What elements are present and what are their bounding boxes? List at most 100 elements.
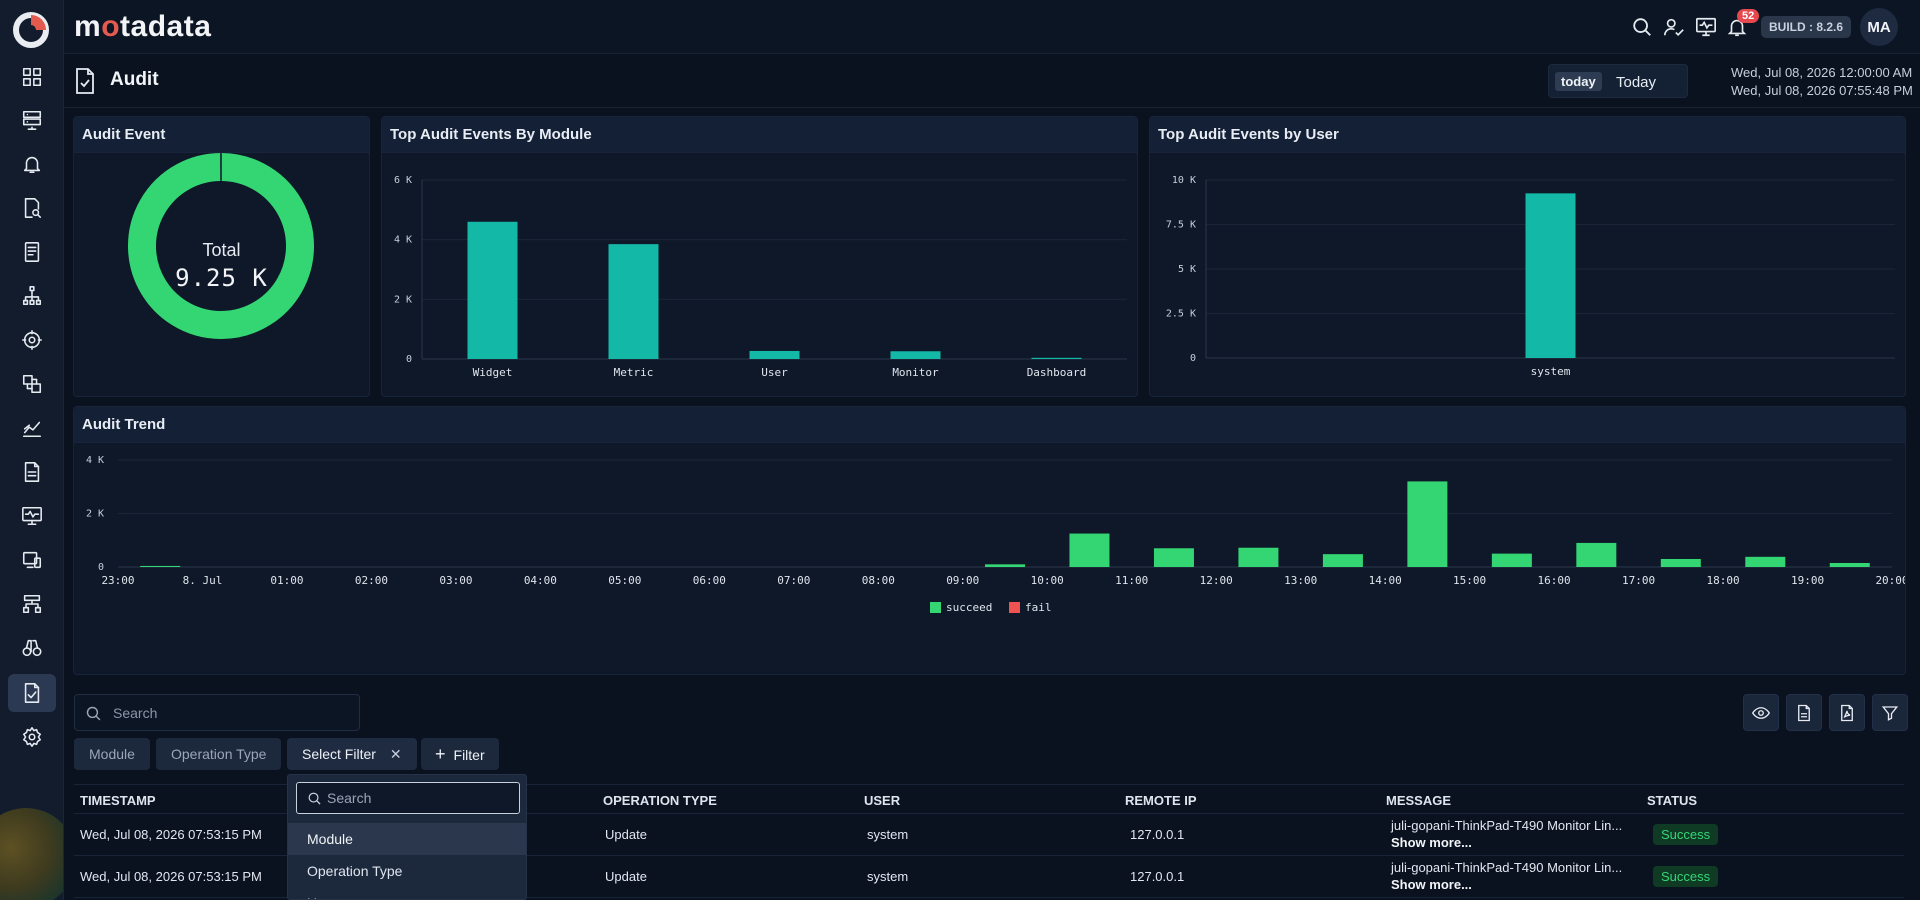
col-operation-type[interactable]: OPERATION TYPE xyxy=(603,793,717,808)
y-tick-label: 5 K xyxy=(1178,264,1196,275)
trend-bar[interactable] xyxy=(1745,556,1786,567)
user-check-icon[interactable] xyxy=(1661,14,1687,40)
cell-user: system xyxy=(867,869,909,884)
trend-bar[interactable] xyxy=(1660,558,1701,567)
dropdown-search[interactable] xyxy=(296,782,520,814)
motadata-logo-icon[interactable] xyxy=(13,12,49,48)
x-tick-label: User xyxy=(761,366,788,379)
metric-search-icon[interactable] xyxy=(8,189,56,227)
trend-bar[interactable] xyxy=(140,565,181,567)
trend-bar[interactable] xyxy=(985,564,1025,567)
trend-icon[interactable] xyxy=(8,409,56,447)
y-tick-label: 0 xyxy=(1190,353,1196,364)
add-filter-button[interactable]: + Filter xyxy=(421,738,499,770)
device-icon[interactable] xyxy=(8,541,56,579)
trend-bar[interactable] xyxy=(1576,542,1617,567)
monitor-icon[interactable] xyxy=(8,321,56,359)
bar-user[interactable] xyxy=(749,350,800,359)
trend-bar[interactable] xyxy=(1491,553,1532,567)
x-tick-label: 14:00 xyxy=(1369,574,1402,587)
donut-total-value: 9.25 K xyxy=(175,264,268,292)
y-tick-label: 2.5 K xyxy=(1166,309,1196,320)
x-tick-label: 8. Jul xyxy=(183,574,223,587)
table-search[interactable] xyxy=(74,694,360,731)
servers-icon[interactable] xyxy=(8,101,56,139)
dropdown-option-users[interactable]: Users xyxy=(288,887,526,899)
trend-bar[interactable] xyxy=(1153,548,1194,567)
trend-bar[interactable] xyxy=(1069,533,1110,567)
top-bar: motadata 52 BUILD : 8.2.6 MA xyxy=(64,0,1920,54)
dashboard-icon[interactable] xyxy=(8,58,56,96)
topology-icon[interactable] xyxy=(8,277,56,315)
bar-monitor[interactable] xyxy=(890,351,941,359)
brand-wordmark[interactable]: motadata xyxy=(74,10,212,43)
col-status[interactable]: STATUS xyxy=(1647,793,1698,808)
toggle-columns-button[interactable] xyxy=(1743,694,1779,731)
card-title: Audit Event xyxy=(82,126,166,143)
binoculars-icon[interactable] xyxy=(8,629,56,667)
col-message[interactable]: MESSAGE xyxy=(1386,793,1452,808)
legend-label: fail xyxy=(1025,601,1052,614)
x-tick-label: 09:00 xyxy=(946,574,979,587)
y-tick-label: 4 K xyxy=(394,235,412,246)
time-range-display: Wed, Jul 08, 2026 12:00:00 AM Wed, Jul 0… xyxy=(1731,64,1913,100)
show-more-link[interactable]: Show more... xyxy=(1391,877,1472,892)
screen-icon[interactable] xyxy=(8,497,56,535)
trend-bar[interactable] xyxy=(1238,547,1279,567)
bar-system[interactable] xyxy=(1525,193,1576,358)
search-icon[interactable] xyxy=(1629,14,1655,40)
report-icon[interactable] xyxy=(8,233,56,271)
legend-item-succeed[interactable]: succeed xyxy=(930,601,992,614)
card-title: Top Audit Events By Module xyxy=(390,126,592,143)
dropdown-search-input[interactable] xyxy=(327,783,515,813)
user-avatar[interactable]: MA xyxy=(1860,8,1898,46)
bar-dashboard[interactable] xyxy=(1031,357,1082,359)
filter-chip-select[interactable]: Select Filter ✕ xyxy=(287,738,417,770)
notification-count-badge: 52 xyxy=(1737,9,1760,23)
export-csv-button[interactable] xyxy=(1786,694,1822,731)
col-user[interactable]: USER xyxy=(864,793,901,808)
col-timestamp[interactable]: TIMESTAMP xyxy=(80,793,156,808)
filter-chip-operation-type[interactable]: Operation Type xyxy=(156,738,282,770)
table-row[interactable]: Wed, Jul 08, 2026 07:53:15 PM Update sys… xyxy=(74,856,1904,898)
donut-total-label: Total xyxy=(202,240,241,260)
settings-icon[interactable] xyxy=(8,718,56,756)
close-icon[interactable]: ✕ xyxy=(389,746,402,762)
alerts-icon[interactable] xyxy=(8,145,56,183)
filter-toggle-button[interactable] xyxy=(1872,694,1908,731)
donut-slice-succeed[interactable] xyxy=(128,153,314,339)
audit-icon[interactable] xyxy=(8,674,56,712)
y-tick-label: 2 K xyxy=(86,509,104,520)
filter-chip-module[interactable]: Module xyxy=(74,738,150,770)
table-row[interactable]: Wed, Jul 08, 2026 07:53:15 PM Update sys… xyxy=(74,814,1904,856)
bar-widget[interactable] xyxy=(467,221,518,359)
legend-item-fail[interactable]: fail xyxy=(1009,601,1052,614)
trend-bar[interactable] xyxy=(1407,481,1448,567)
col-remote-ip[interactable]: REMOTE IP xyxy=(1125,793,1197,808)
time-range-selector[interactable]: today Today xyxy=(1548,64,1688,98)
monitor-pulse-icon[interactable] xyxy=(1693,14,1719,40)
export-pdf-button[interactable] xyxy=(1829,694,1865,731)
x-tick-label: 13:00 xyxy=(1284,574,1317,587)
layers-icon[interactable] xyxy=(8,365,56,403)
network-icon[interactable] xyxy=(8,585,56,623)
search-input[interactable] xyxy=(113,695,353,730)
document-icon[interactable] xyxy=(8,453,56,491)
audit-trend-chart: 0 2 K 4 K 23:00 8. Jul 01:00 02:00 03:00 04:00 05… xyxy=(86,455,1905,614)
time-preset-chip: today xyxy=(1555,72,1602,91)
range-end: Wed, Jul 08, 2026 07:55:48 PM xyxy=(1731,83,1913,98)
cell-operation: Update xyxy=(605,827,647,842)
trend-bar[interactable] xyxy=(1322,554,1363,567)
dropdown-option-module[interactable]: Module xyxy=(288,823,526,855)
trend-bar[interactable] xyxy=(1829,562,1870,567)
show-more-link[interactable]: Show more... xyxy=(1391,835,1472,850)
x-tick-label: 18:00 xyxy=(1706,574,1739,587)
bar-metric[interactable] xyxy=(608,244,659,359)
x-tick-label: 03:00 xyxy=(439,574,472,587)
decorative-blob xyxy=(0,808,63,900)
x-tick-label: system xyxy=(1531,365,1571,378)
x-tick-label: 23:00 xyxy=(101,574,134,587)
dropdown-option-operation-type[interactable]: Operation Type xyxy=(307,863,403,879)
y-tick-label: 6 K xyxy=(394,175,412,186)
